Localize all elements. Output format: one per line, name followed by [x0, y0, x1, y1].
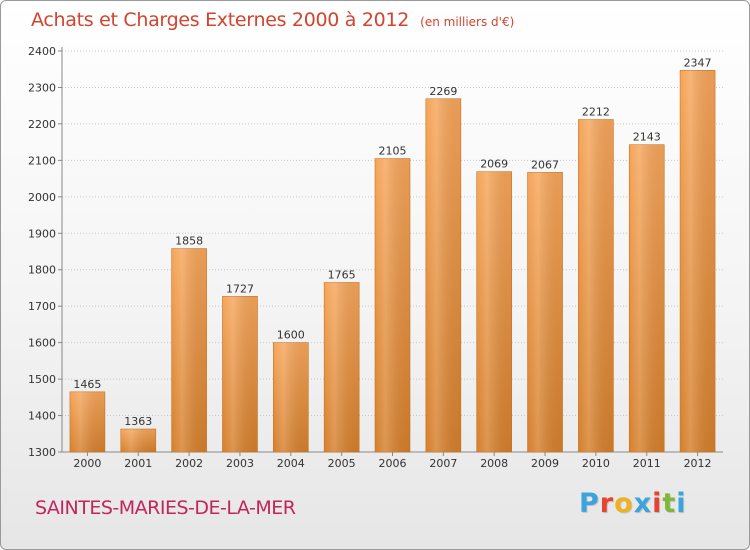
proxiti-logo: Proxiti — [579, 488, 687, 519]
y-tick-label: 1900 — [28, 227, 56, 240]
bar-sheen — [120, 429, 156, 452]
x-tick-label: 2001 — [124, 457, 152, 470]
bar-sheen — [69, 391, 105, 452]
logo-letter: i — [676, 488, 687, 519]
logo-letter: r — [599, 488, 615, 519]
logo-letter: i — [652, 488, 663, 519]
x-tick-label: 2002 — [175, 457, 203, 470]
x-tick-label: 2005 — [328, 457, 356, 470]
bar-sheen — [273, 342, 309, 452]
bar-sheen — [680, 70, 716, 452]
y-tick-label: 1600 — [28, 337, 56, 350]
commune-name: SAINTES-MARIES-DE-LA-MER — [35, 497, 296, 519]
x-tick-label: 2003 — [226, 457, 254, 470]
bar-sheen — [171, 248, 207, 452]
data-label: 2143 — [633, 131, 661, 144]
data-label: 2069 — [480, 158, 508, 171]
x-tick-label: 2012 — [684, 457, 712, 470]
data-label: 2269 — [429, 85, 457, 98]
title-line: Achats et Charges Externes 2000 à 2012 (… — [31, 9, 514, 31]
bar-sheen — [425, 98, 461, 452]
x-tick-label: 2008 — [480, 457, 508, 470]
y-tick-label: 2300 — [28, 81, 56, 94]
data-label: 1363 — [124, 415, 152, 428]
y-tick-label: 1700 — [28, 300, 56, 313]
y-tick-label: 2200 — [28, 118, 56, 131]
data-label: 2347 — [684, 56, 712, 69]
y-tick-label: 1800 — [28, 264, 56, 277]
chart-unit: (en milliers d'€) — [420, 15, 515, 29]
bar-sheen — [375, 158, 410, 453]
logo-letter: t — [662, 488, 677, 519]
logo-letter: o — [614, 488, 634, 519]
data-label: 1600 — [277, 329, 305, 342]
x-tick-label: 2010 — [582, 457, 610, 470]
data-label: 2105 — [379, 145, 407, 158]
bar-sheen — [629, 144, 665, 453]
y-tick-label: 1300 — [28, 446, 56, 459]
x-tick-label: 2000 — [73, 457, 101, 470]
chart-title: Achats et Charges Externes 2000 à 2012 — [31, 9, 410, 31]
x-tick-label: 2009 — [531, 457, 559, 470]
bar-sheen — [527, 172, 563, 453]
data-label: 1765 — [328, 268, 356, 281]
data-label: 2212 — [582, 106, 610, 119]
data-label: 2067 — [531, 158, 559, 171]
y-tick-label: 2100 — [28, 154, 56, 167]
y-tick-label: 1500 — [28, 373, 56, 386]
data-label: 1727 — [226, 282, 254, 295]
x-tick-label: 2007 — [429, 457, 457, 470]
data-label: 1858 — [175, 235, 203, 248]
logo-letter: x — [633, 488, 653, 519]
x-tick-label: 2006 — [379, 457, 407, 470]
y-tick-label: 2000 — [28, 191, 56, 204]
bar-sheen — [578, 119, 614, 452]
y-tick-label: 1400 — [28, 410, 56, 423]
data-labels: 1465 1363 1858 1727 1600 1765 2105 2269 2069 2067… — [73, 56, 711, 428]
logo-letter: P — [579, 488, 600, 519]
bar-sheen — [324, 282, 360, 452]
x-tick-label: 2011 — [633, 457, 661, 470]
bar-sheen — [222, 296, 258, 452]
data-label: 1465 — [73, 378, 101, 391]
x-tick-label: 2004 — [277, 457, 305, 470]
bar-sheen — [476, 171, 512, 452]
y-tick-label: 2400 — [28, 45, 56, 58]
bars — [69, 70, 716, 453]
